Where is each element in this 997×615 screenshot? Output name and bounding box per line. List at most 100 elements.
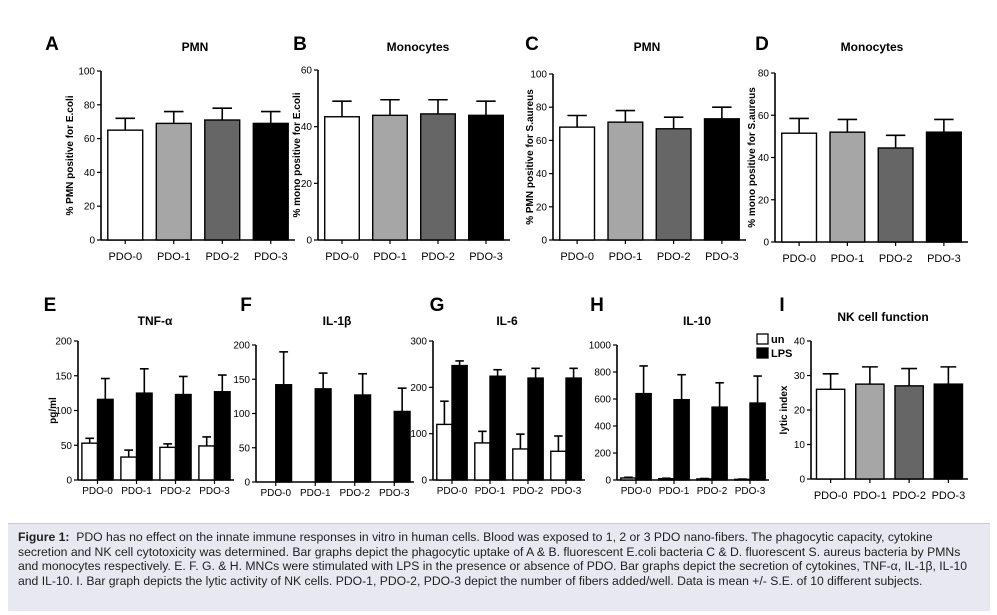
panel-g-x-tick-label: PDO-3 — [551, 486, 582, 497]
panel-a-y-tick-label: 60 — [84, 134, 96, 145]
panel-b-x-tick-label: PDO-3 — [469, 251, 503, 263]
panel-a-x-tick-label: PDO-1 — [157, 251, 191, 263]
panel-i-bar-3 — [933, 383, 964, 480]
panel-d-bar-3 — [925, 131, 962, 243]
panel-c-bar-2 — [655, 128, 692, 241]
panel-h-bar-lps-2 — [711, 406, 728, 481]
panel-h-y-tick-label: 800 — [594, 368, 611, 379]
panel-h-y-tick-label: 600 — [594, 395, 611, 406]
panel-b-x-tick-label: PDO-1 — [373, 251, 407, 263]
panel-a-letter: A — [45, 34, 59, 55]
panel-b-bar-2 — [420, 113, 456, 241]
panel-g-bar-lps-3 — [565, 377, 582, 481]
panel-g-x-tick-label: PDO-0 — [437, 486, 468, 497]
panel-g-title: IL-6 — [496, 314, 518, 328]
panel-e-bar-un-0 — [81, 442, 99, 481]
panel-g-bar-un-2 — [512, 448, 529, 481]
panel-e-x-tick-label: PDO-2 — [160, 486, 191, 497]
figure-caption: Figure 1: PDO has no effect on the innat… — [8, 523, 990, 611]
panel-g-bar-un-3 — [550, 450, 567, 481]
panel-b-bar-1 — [372, 114, 408, 241]
panel-c-y-tick-label: 20 — [536, 202, 548, 213]
panel-i-title: NK cell function — [837, 310, 928, 324]
panel-f-y-tick-label: 100 — [233, 409, 250, 420]
panel-a-y-tick-label: 20 — [84, 202, 96, 213]
panel-f-title: IL-1β — [323, 314, 352, 328]
legend-un-swatch — [756, 333, 769, 345]
panel-d-x-tick-label: PDO-3 — [927, 253, 961, 265]
panel-g-y-tick-label: 300 — [410, 337, 427, 348]
panel-b-y-tick-label: 20 — [301, 179, 313, 190]
panel-e-y-tick-label: 200 — [55, 337, 72, 348]
panel-c-y-tick-label: 60 — [536, 136, 548, 147]
legend-lps-label: LPS — [771, 348, 792, 360]
panel-e-bar-lps-0 — [96, 398, 114, 481]
panel-b-bar-3 — [468, 114, 504, 241]
panel-h-bar-lps-0 — [635, 392, 652, 481]
panel-i-y-tick-label: 30 — [794, 371, 806, 382]
panel-g-y-tick-label: 200 — [410, 383, 427, 394]
panel-a-title: PMN — [182, 40, 209, 54]
panel-b-letter: B — [293, 34, 307, 55]
panel-e-bar-lps-3 — [213, 391, 231, 481]
panel-g-y-tick-label: 0 — [421, 476, 427, 487]
panel-b-y-tick-label: 0 — [306, 236, 312, 247]
panel-b-x-tick-label: PDO-2 — [421, 251, 455, 263]
caption-text: PDO has no effect on the innate immune r… — [18, 530, 968, 588]
panel-i-y-label: lytic index — [779, 385, 790, 434]
panel-f-x-tick-label: PDO-0 — [260, 488, 291, 499]
panel-d-letter: D — [755, 34, 769, 55]
panel-b-bar-0 — [324, 116, 360, 241]
panel-e-bar-un-1 — [120, 456, 138, 481]
panel-e-bar-lps-1 — [135, 392, 153, 481]
panel-a-x-tick-label: PDO-2 — [205, 251, 239, 263]
panel-f-y-tick-label: 0 — [244, 478, 250, 489]
panel-g-letter: G — [430, 295, 445, 316]
panel-a-y-tick-label: 100 — [78, 67, 95, 78]
panel-c-x-tick-label: PDO-0 — [560, 251, 594, 263]
panel-i-x-tick-label: PDO-3 — [932, 490, 966, 502]
panel-e-bar-un-3 — [198, 445, 216, 481]
panel-g-bar-lps-0 — [451, 364, 468, 481]
panel-b-y-tick-label: 40 — [301, 122, 313, 133]
panel-h-bar-un-3 — [734, 478, 751, 481]
panel-c-y-tick-label: 0 — [541, 236, 547, 247]
panel-e-bar-lps-2 — [174, 393, 192, 481]
legend-lps-swatch — [756, 347, 769, 359]
panel-i-x-tick-label: PDO-0 — [814, 490, 848, 502]
panel-d-bar-0 — [781, 132, 818, 243]
panel-g-y-tick-label: 100 — [410, 429, 427, 440]
panel-d-y-label: % mono positive for S.aureus — [747, 87, 758, 228]
panel-e-y-label: pg/ml — [48, 397, 59, 424]
panel-f-bar-lps-1 — [314, 388, 332, 483]
panel-d-bar-2 — [877, 147, 914, 243]
panel-a-x-tick-label: PDO-3 — [254, 251, 288, 263]
panel-h-y-tick-label: 400 — [594, 422, 611, 433]
panel-i-x-tick-label: PDO-2 — [892, 490, 926, 502]
panel-d-x-tick-label: PDO-1 — [831, 253, 865, 265]
panel-h-bar-un-2 — [696, 478, 713, 481]
panel-d-x-tick-label: PDO-0 — [782, 253, 816, 265]
panel-f-y-tick-label: 50 — [239, 443, 251, 454]
panel-f-x-tick-label: PDO-2 — [339, 488, 370, 499]
panel-e-letter: E — [44, 295, 57, 316]
panel-b-y-tick-label: 60 — [301, 66, 313, 77]
panel-e-x-tick-label: PDO-3 — [199, 486, 230, 497]
panel-a-x-tick-label: PDO-0 — [108, 251, 142, 263]
panel-d-x-tick-label: PDO-2 — [879, 253, 913, 265]
panel-a-y-tick-label: 40 — [84, 168, 96, 179]
panel-a-bar-0 — [107, 129, 144, 241]
panel-h-bar-un-0 — [620, 477, 637, 481]
panel-e-title: TNF-α — [138, 314, 173, 328]
panel-i-y-tick-label: 0 — [799, 475, 805, 486]
panel-h-y-tick-label: 1000 — [589, 341, 612, 352]
panel-f-bar-lps-2 — [354, 394, 372, 483]
panel-a-bar-2 — [204, 119, 241, 241]
panel-g-bar-lps-2 — [527, 377, 544, 481]
panel-i-y-tick-label: 20 — [794, 406, 806, 417]
panel-f-y-tick-label: 200 — [233, 341, 250, 352]
panel-a-y-tick-label: 0 — [89, 236, 95, 247]
panel-f-x-tick-label: PDO-3 — [379, 488, 410, 499]
panel-c-x-tick-label: PDO-2 — [657, 251, 691, 263]
